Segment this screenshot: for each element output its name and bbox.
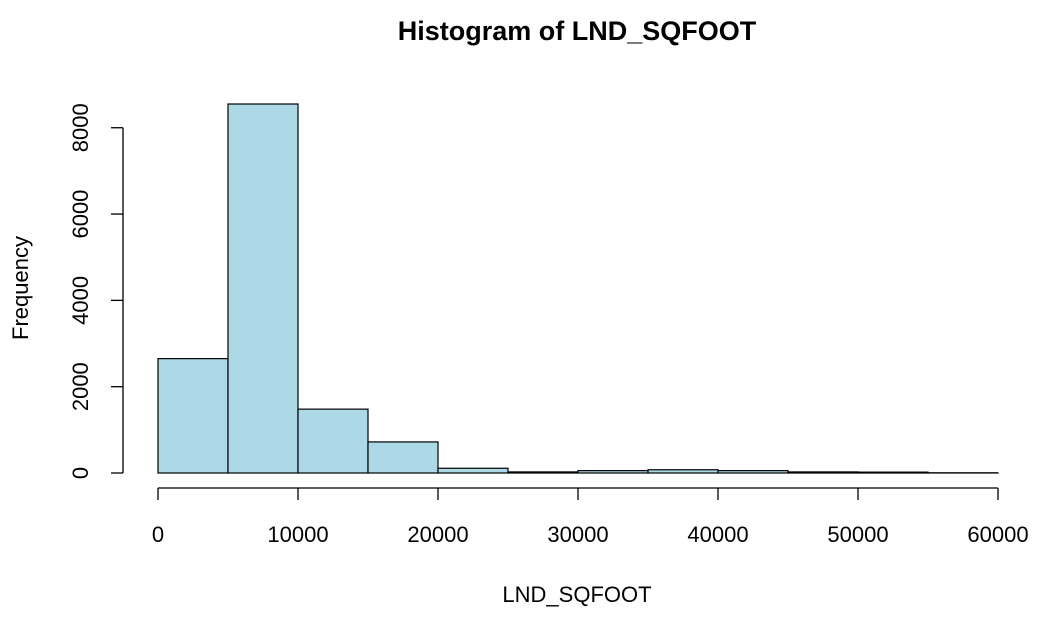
histogram-bar	[577, 470, 649, 474]
chart-title: Histogram of LND_SQFOOT	[398, 16, 757, 46]
histogram-bar	[367, 441, 439, 474]
histogram-bar	[297, 408, 369, 474]
y-tick-label: 6000	[68, 190, 93, 239]
x-tick-label: 40000	[687, 522, 748, 547]
histogram-bar	[787, 471, 859, 474]
x-tick-label: 50000	[827, 522, 888, 547]
histogram-bar	[437, 467, 509, 474]
histogram-bar	[857, 471, 929, 474]
y-axis: 0 2000 4000 6000 8000	[68, 103, 124, 479]
bars-group	[157, 103, 999, 474]
x-tick-label: 10000	[267, 522, 328, 547]
x-tick-label: 0	[152, 522, 164, 547]
histogram-bar	[157, 358, 229, 474]
x-axis-label: LND_SQFOOT	[502, 582, 651, 607]
y-tick-label: 2000	[68, 362, 93, 411]
x-tick-label: 20000	[407, 522, 468, 547]
histogram-bar	[647, 469, 719, 474]
histogram-bar	[717, 470, 789, 474]
x-tick-label: 30000	[547, 522, 608, 547]
y-tick-label: 0	[68, 467, 93, 479]
histogram-bar	[507, 471, 579, 474]
y-axis-label: Frequency	[8, 236, 33, 340]
x-axis: 0 10000 20000 30000 40000 50000 60000	[152, 487, 1029, 547]
histogram-bar	[227, 103, 299, 474]
y-tick-label: 8000	[68, 103, 93, 152]
y-tick-label: 4000	[68, 276, 93, 325]
x-tick-label: 60000	[967, 522, 1028, 547]
